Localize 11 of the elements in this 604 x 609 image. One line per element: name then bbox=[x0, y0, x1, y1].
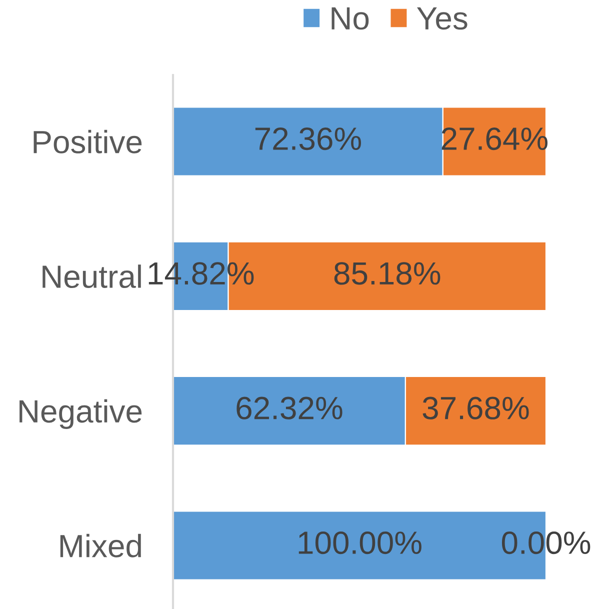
data-label: 72.36% bbox=[255, 127, 361, 150]
legend-label: No bbox=[332, 7, 369, 30]
data-label: 62.32% bbox=[236, 396, 342, 420]
data-label: 37.68% bbox=[422, 396, 529, 420]
data-label: 100.00% bbox=[298, 531, 422, 554]
legend-label: Yes bbox=[416, 7, 468, 30]
y-tick-label: Negative bbox=[20, 399, 142, 430]
data-label: 85.18% bbox=[334, 262, 440, 285]
y-tick-label: Neutral bbox=[42, 264, 141, 288]
y-tick-label: Mixed bbox=[60, 534, 141, 558]
y-tick-label: Positive bbox=[34, 130, 142, 154]
